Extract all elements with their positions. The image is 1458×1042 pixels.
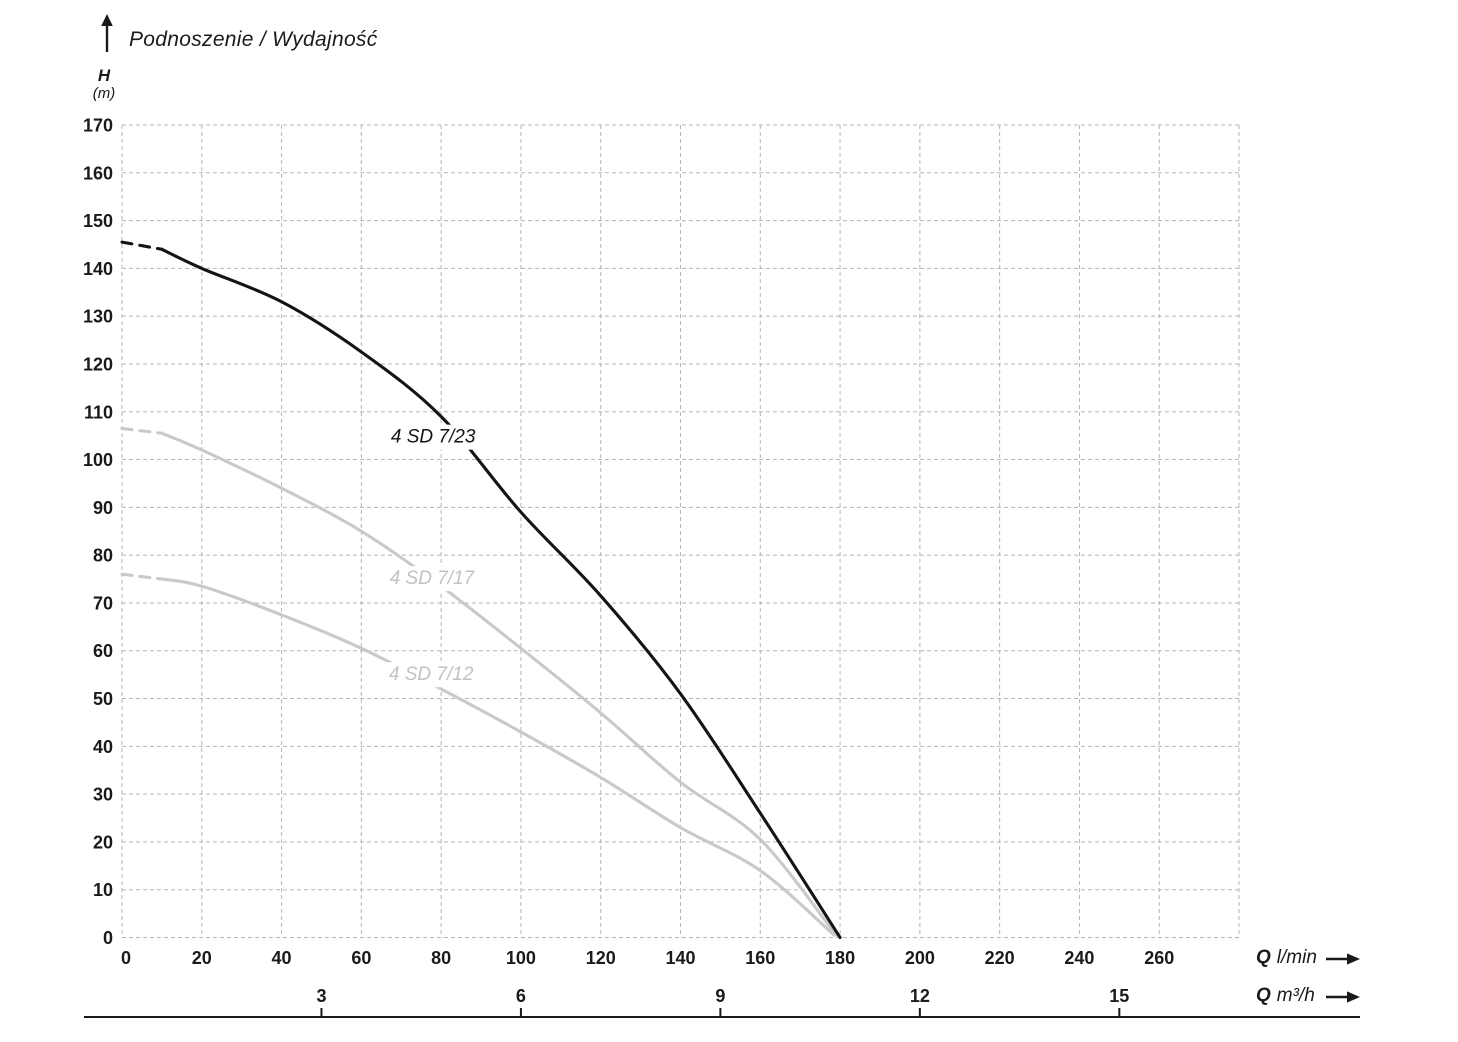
- y-axis-unit: (m): [92, 85, 116, 102]
- flow-symbol: Q: [1256, 985, 1271, 1006]
- curve-labels: 4 SD 7/23 4 SD 7/17 4 SD 7/12: [383, 424, 481, 688]
- x-axis-lmin-tick-labels: 0 20 40 60 80 100 120 140 160 180 200 220 240 260: [121, 948, 1174, 968]
- y-axis-tick-labels: 0 10 20 30 40 50 60 70 80 90 100 110 120 130 140 150 160…: [83, 116, 113, 949]
- gridlines: [121, 124, 1240, 938]
- svg-text:4 SD 7/17: 4 SD 7/17: [390, 568, 476, 589]
- svg-text:60: 60: [93, 641, 113, 661]
- svg-text:140: 140: [83, 259, 113, 279]
- svg-text:3: 3: [316, 986, 326, 1006]
- flow-unit: l/min: [1276, 947, 1317, 968]
- pump-curves: [120, 240, 842, 940]
- svg-text:40: 40: [272, 948, 292, 968]
- svg-text:160: 160: [745, 948, 775, 968]
- svg-text:120: 120: [586, 948, 616, 968]
- svg-text:140: 140: [665, 948, 695, 968]
- y-axis-symbol: H: [97, 66, 111, 85]
- svg-text:20: 20: [93, 832, 113, 852]
- y-axis-label: H (m): [78, 66, 130, 102]
- right-arrow-icon: [1326, 991, 1360, 1003]
- x-axis-m3h: 3 6 9 12 15: [84, 986, 1360, 1018]
- svg-text:130: 130: [83, 307, 113, 327]
- svg-text:70: 70: [93, 593, 113, 613]
- svg-text:20: 20: [192, 948, 212, 968]
- svg-text:4 SD 7/12: 4 SD 7/12: [389, 664, 474, 685]
- svg-text:10: 10: [93, 880, 113, 900]
- svg-text:6: 6: [516, 986, 526, 1006]
- svg-text:120: 120: [83, 354, 113, 374]
- svg-text:4 SD 7/23: 4 SD 7/23: [391, 427, 476, 448]
- svg-text:100: 100: [83, 450, 113, 470]
- svg-text:220: 220: [985, 948, 1015, 968]
- flow-unit: m³/h: [1276, 985, 1315, 1006]
- svg-text:30: 30: [93, 785, 113, 805]
- svg-text:15: 15: [1109, 986, 1129, 1006]
- svg-text:40: 40: [93, 737, 113, 757]
- svg-text:80: 80: [93, 546, 113, 566]
- chart-title: Podnoszenie / Wydajność: [129, 28, 378, 51]
- up-arrow-icon: [101, 14, 113, 52]
- svg-text:0: 0: [121, 948, 131, 968]
- right-arrow-icon: [1326, 953, 1360, 965]
- svg-text:100: 100: [506, 948, 536, 968]
- svg-text:90: 90: [93, 498, 113, 518]
- svg-text:50: 50: [93, 689, 113, 709]
- svg-text:9: 9: [715, 986, 725, 1006]
- svg-text:160: 160: [83, 163, 113, 183]
- svg-text:200: 200: [905, 948, 935, 968]
- svg-text:240: 240: [1064, 948, 1094, 968]
- svg-text:170: 170: [83, 116, 113, 136]
- svg-text:12: 12: [910, 986, 930, 1006]
- flow-symbol: Q: [1256, 947, 1271, 968]
- svg-text:0: 0: [103, 928, 113, 948]
- svg-text:80: 80: [431, 948, 451, 968]
- svg-text:180: 180: [825, 948, 855, 968]
- svg-text:110: 110: [84, 402, 113, 422]
- svg-text:260: 260: [1144, 948, 1174, 968]
- svg-text:60: 60: [351, 948, 371, 968]
- svg-text:150: 150: [83, 211, 113, 231]
